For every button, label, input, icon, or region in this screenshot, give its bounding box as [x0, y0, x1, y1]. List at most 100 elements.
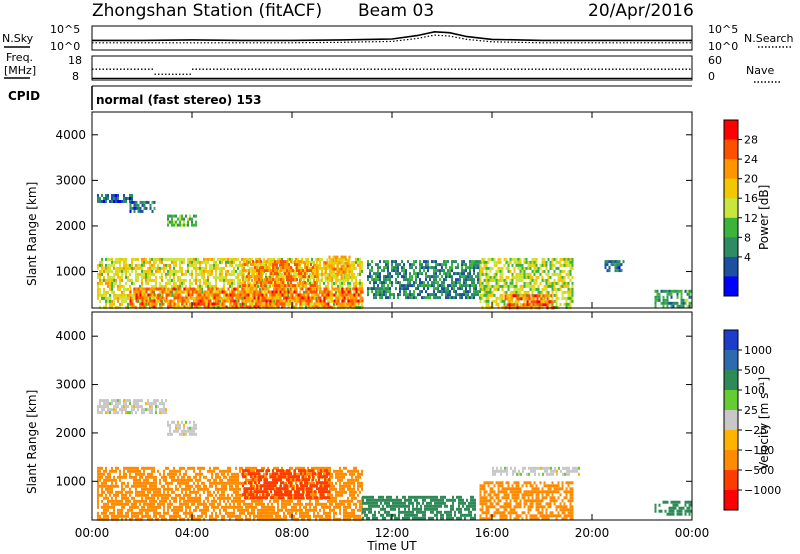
- range-gate-cell: [339, 296, 341, 300]
- range-gate-cell: [111, 502, 113, 506]
- range-gate-cell: [571, 260, 574, 264]
- range-gate-cell: [163, 302, 165, 306]
- range-gate-cell: [405, 287, 407, 291]
- range-gate-cell: [614, 266, 617, 270]
- range-gate-cell: [567, 272, 570, 276]
- range-gate-cell: [121, 302, 123, 306]
- range-gate-cell: [276, 281, 278, 285]
- noise-search-label: N.Search: [744, 32, 794, 45]
- range-gate-cell: [311, 287, 314, 291]
- range-gate-cell: [157, 399, 159, 403]
- range-gate-cell: [177, 508, 179, 512]
- range-gate-cell: [491, 290, 494, 294]
- range-gate-cell: [340, 267, 343, 271]
- range-gate-cell: [279, 275, 281, 279]
- range-gate-cell: [217, 266, 219, 270]
- range-gate-cell: [135, 487, 137, 491]
- range-gate-cell: [531, 290, 534, 294]
- range-gate-cell: [357, 287, 360, 291]
- range-gate-cell: [235, 269, 237, 273]
- beam-label: Beam 03: [358, 1, 434, 21]
- range-gate-cell: [491, 275, 494, 279]
- range-gate-cell: [153, 469, 155, 473]
- range-gate-cell: [684, 301, 687, 305]
- range-gate-cell: [205, 487, 207, 491]
- range-gate-cell: [119, 284, 121, 288]
- range-gate-cell: [269, 296, 271, 300]
- range-gate-cell: [139, 469, 141, 473]
- range-gate-cell: [123, 405, 125, 409]
- range-gate-cell: [173, 269, 175, 273]
- range-gate-cell: [233, 278, 235, 282]
- range-gate-cell: [123, 269, 125, 273]
- range-gate-cell: [175, 429, 177, 433]
- range-gate-cell: [290, 269, 292, 273]
- range-gate-cell: [99, 514, 101, 518]
- range-gate-cell: [129, 296, 132, 300]
- range-gate-cell: [348, 270, 351, 274]
- range-gate-cell: [533, 284, 536, 288]
- range-gate-cell: [283, 293, 286, 297]
- range-gate-cell: [275, 287, 278, 291]
- range-gate-cell: [533, 266, 536, 270]
- range-gate-cell: [211, 296, 214, 300]
- range-gate-cell: [475, 284, 477, 288]
- range-gate-cell: [389, 281, 391, 285]
- range-gate-cell: [672, 289, 675, 293]
- range-gate-cell: [141, 257, 143, 261]
- range-gate-cell: [293, 299, 296, 303]
- range-gate-cell: [314, 275, 316, 279]
- range-gate-cell: [517, 290, 520, 294]
- range-gate-cell: [381, 296, 383, 300]
- range-gate-cell: [489, 287, 492, 291]
- range-gate-cell: [173, 472, 175, 476]
- power-panel-frame: [91, 111, 693, 309]
- range-gate-cell: [195, 214, 197, 218]
- range-gate-cell: [97, 502, 99, 506]
- range-gate-cell: [183, 220, 185, 224]
- range-gate-cell: [261, 466, 263, 470]
- range-gate-cell: [145, 402, 147, 406]
- range-gate-cell: [507, 260, 510, 264]
- range-gate-cell: [505, 290, 508, 294]
- range-gate-cell: [543, 269, 546, 273]
- range-gate-cell: [155, 405, 157, 409]
- range-gate-cell: [97, 411, 99, 415]
- range-gate-cell: [399, 284, 401, 288]
- range-gate-cell: [167, 263, 169, 267]
- range-gate-cell: [375, 290, 377, 294]
- range-gate-cell: [187, 426, 189, 430]
- range-gate-cell: [507, 269, 510, 273]
- range-gate-cell: [666, 295, 669, 299]
- range-gate-cell: [290, 281, 292, 285]
- range-gate-cell: [485, 269, 488, 273]
- range-gate-cell: [231, 505, 233, 509]
- range-gate-cell: [167, 302, 170, 306]
- range-gate-cell: [163, 502, 165, 506]
- range-gate-cell: [153, 272, 155, 276]
- range-gate-cell: [273, 287, 276, 291]
- range-gate-cell: [357, 299, 360, 303]
- range-gate-cell: [429, 284, 431, 288]
- range-gate-cell: [109, 472, 111, 476]
- range-gate-cell: [565, 257, 568, 261]
- range-gate-cell: [606, 269, 609, 273]
- range-gate-cell: [213, 263, 215, 267]
- range-gate-cell: [346, 267, 349, 271]
- range-gate-cell: [289, 302, 292, 306]
- range-gate-cell: [215, 475, 217, 479]
- range-gate-cell: [265, 302, 268, 306]
- range-gate-cell: [115, 517, 117, 521]
- range-gate-cell: [97, 484, 99, 488]
- range-gate-cell: [141, 278, 143, 282]
- range-gate-cell: [565, 290, 568, 294]
- range-gate-cell: [518, 297, 521, 301]
- range-gate-cell: [303, 293, 305, 297]
- range-gate-cell: [151, 266, 153, 270]
- range-gate-cell: [249, 302, 251, 306]
- range-gate-cell: [137, 472, 139, 476]
- range-gate-cell: [567, 269, 570, 273]
- range-gate-cell: [246, 263, 248, 267]
- range-gate-cell: [189, 493, 191, 497]
- range-gate-cell: [203, 505, 205, 509]
